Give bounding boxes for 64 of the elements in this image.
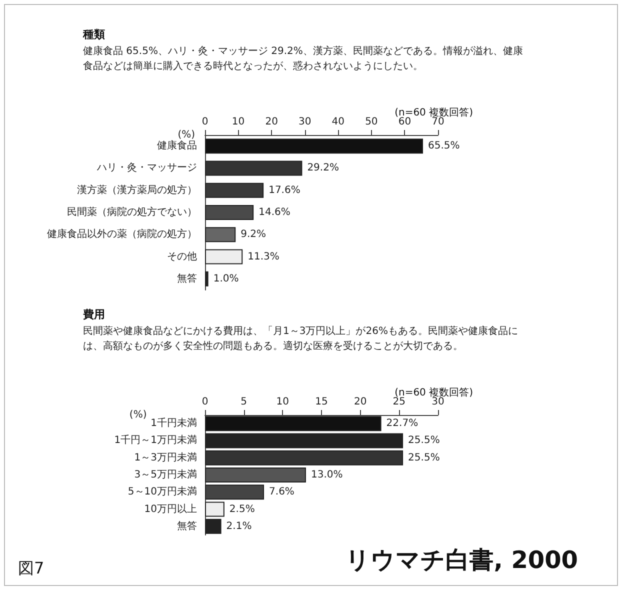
data-label: 9.2% [240, 229, 266, 240]
y-tick-label: 1千円未満 [150, 417, 197, 430]
x-tick-label: 0 [202, 396, 208, 408]
chart-subtitle: 健康食品 65.5%、ハリ・灸・マッサージ 29.2%、漢方薬、民間薬などである。情報が溢れ、健康食品などは簡単に購入できる時代となったが、惑わされないようにしたい。 [83, 45, 523, 72]
data-label: 7.6% [269, 486, 294, 498]
data-label: 25.5% [408, 435, 440, 446]
data-label: 11.3% [248, 251, 280, 262]
data-label: 14.6% [258, 207, 290, 218]
x-tick-label: 0 [202, 116, 208, 128]
y-tick-label: その他 [167, 250, 197, 262]
bar [205, 518, 222, 534]
data-label: 2.5% [229, 504, 255, 515]
y-tick-label: 1～3万円未満 [134, 451, 197, 464]
y-tick-label: 10万円以上 [144, 502, 197, 515]
text: 費用 [82, 308, 105, 321]
data-label: 22.7% [386, 418, 418, 430]
bar [205, 249, 243, 264]
x-tick-label: 10 [276, 396, 290, 408]
data-label: 29.2% [307, 162, 339, 174]
x-tick-label: 15 [315, 396, 328, 408]
x-tick-label: 30 [432, 396, 444, 408]
y-tick-label: 健康食品以外の薬（病院の処方） [47, 228, 197, 240]
bar [205, 433, 404, 448]
x-axis-title: (%) [129, 410, 147, 420]
x-tick-label: 20 [265, 116, 278, 128]
x-tick-label: 60 [398, 116, 412, 128]
bar [205, 450, 404, 466]
bar [205, 138, 424, 154]
data-label: 2.1% [226, 520, 252, 532]
x-tick-label: 30 [298, 116, 312, 128]
y-tick-label: 健康食品 [157, 140, 197, 152]
data-label: 1.0% [213, 273, 239, 284]
y-tick-label: 無答 [177, 272, 197, 284]
caption: 図7 [18, 558, 44, 578]
y-tick-label: 3～5万円未満 [134, 468, 197, 480]
x-tick-label: 5 [240, 396, 248, 408]
text: (n=60 複数回答) [394, 386, 474, 398]
text: 種類 [82, 28, 105, 41]
data-label: 17.6% [268, 184, 300, 196]
bar [205, 160, 302, 176]
bar [205, 502, 224, 517]
chart-subtitle: 民間薬や健康食品などにかける費用は、「月1～3万円以上」が26%もある。民間薬や健康食品には、高額なものが多く安全性の問題もある。適切な医療を受けることが大切である。 [83, 325, 518, 352]
x-axis-title: (%) [178, 130, 196, 140]
y-tick-label: ハリ・灸・マッサージ [96, 162, 197, 174]
x-tick-label: 20 [354, 396, 367, 408]
data-label: 25.5% [408, 452, 440, 464]
x-tick-label: 10 [232, 116, 245, 128]
x-tick-label: 50 [365, 116, 378, 128]
x-tick-label: 40 [332, 116, 345, 128]
y-tick-label: 5～10万円未満 [128, 486, 197, 498]
text: (n=60 複数回答) [394, 106, 474, 118]
bar [205, 468, 306, 482]
x-tick-label: 25 [392, 396, 406, 408]
y-tick-label: 漢方薬（漢方薬局の処方） [77, 184, 197, 196]
bar [205, 227, 236, 242]
bar [205, 271, 208, 286]
y-tick-label: 無答 [177, 520, 197, 532]
data-label: 13.0% [310, 470, 343, 480]
text: リウマチ白書, 2000 [346, 546, 578, 574]
bar [205, 416, 382, 432]
x-tick-label: 70 [432, 116, 444, 128]
data-label: 65.5% [428, 140, 460, 152]
y-tick-label: 民間薬（病院の処方でない） [67, 206, 197, 218]
y-tick-label: 1千円～1万円未満 [114, 434, 197, 446]
